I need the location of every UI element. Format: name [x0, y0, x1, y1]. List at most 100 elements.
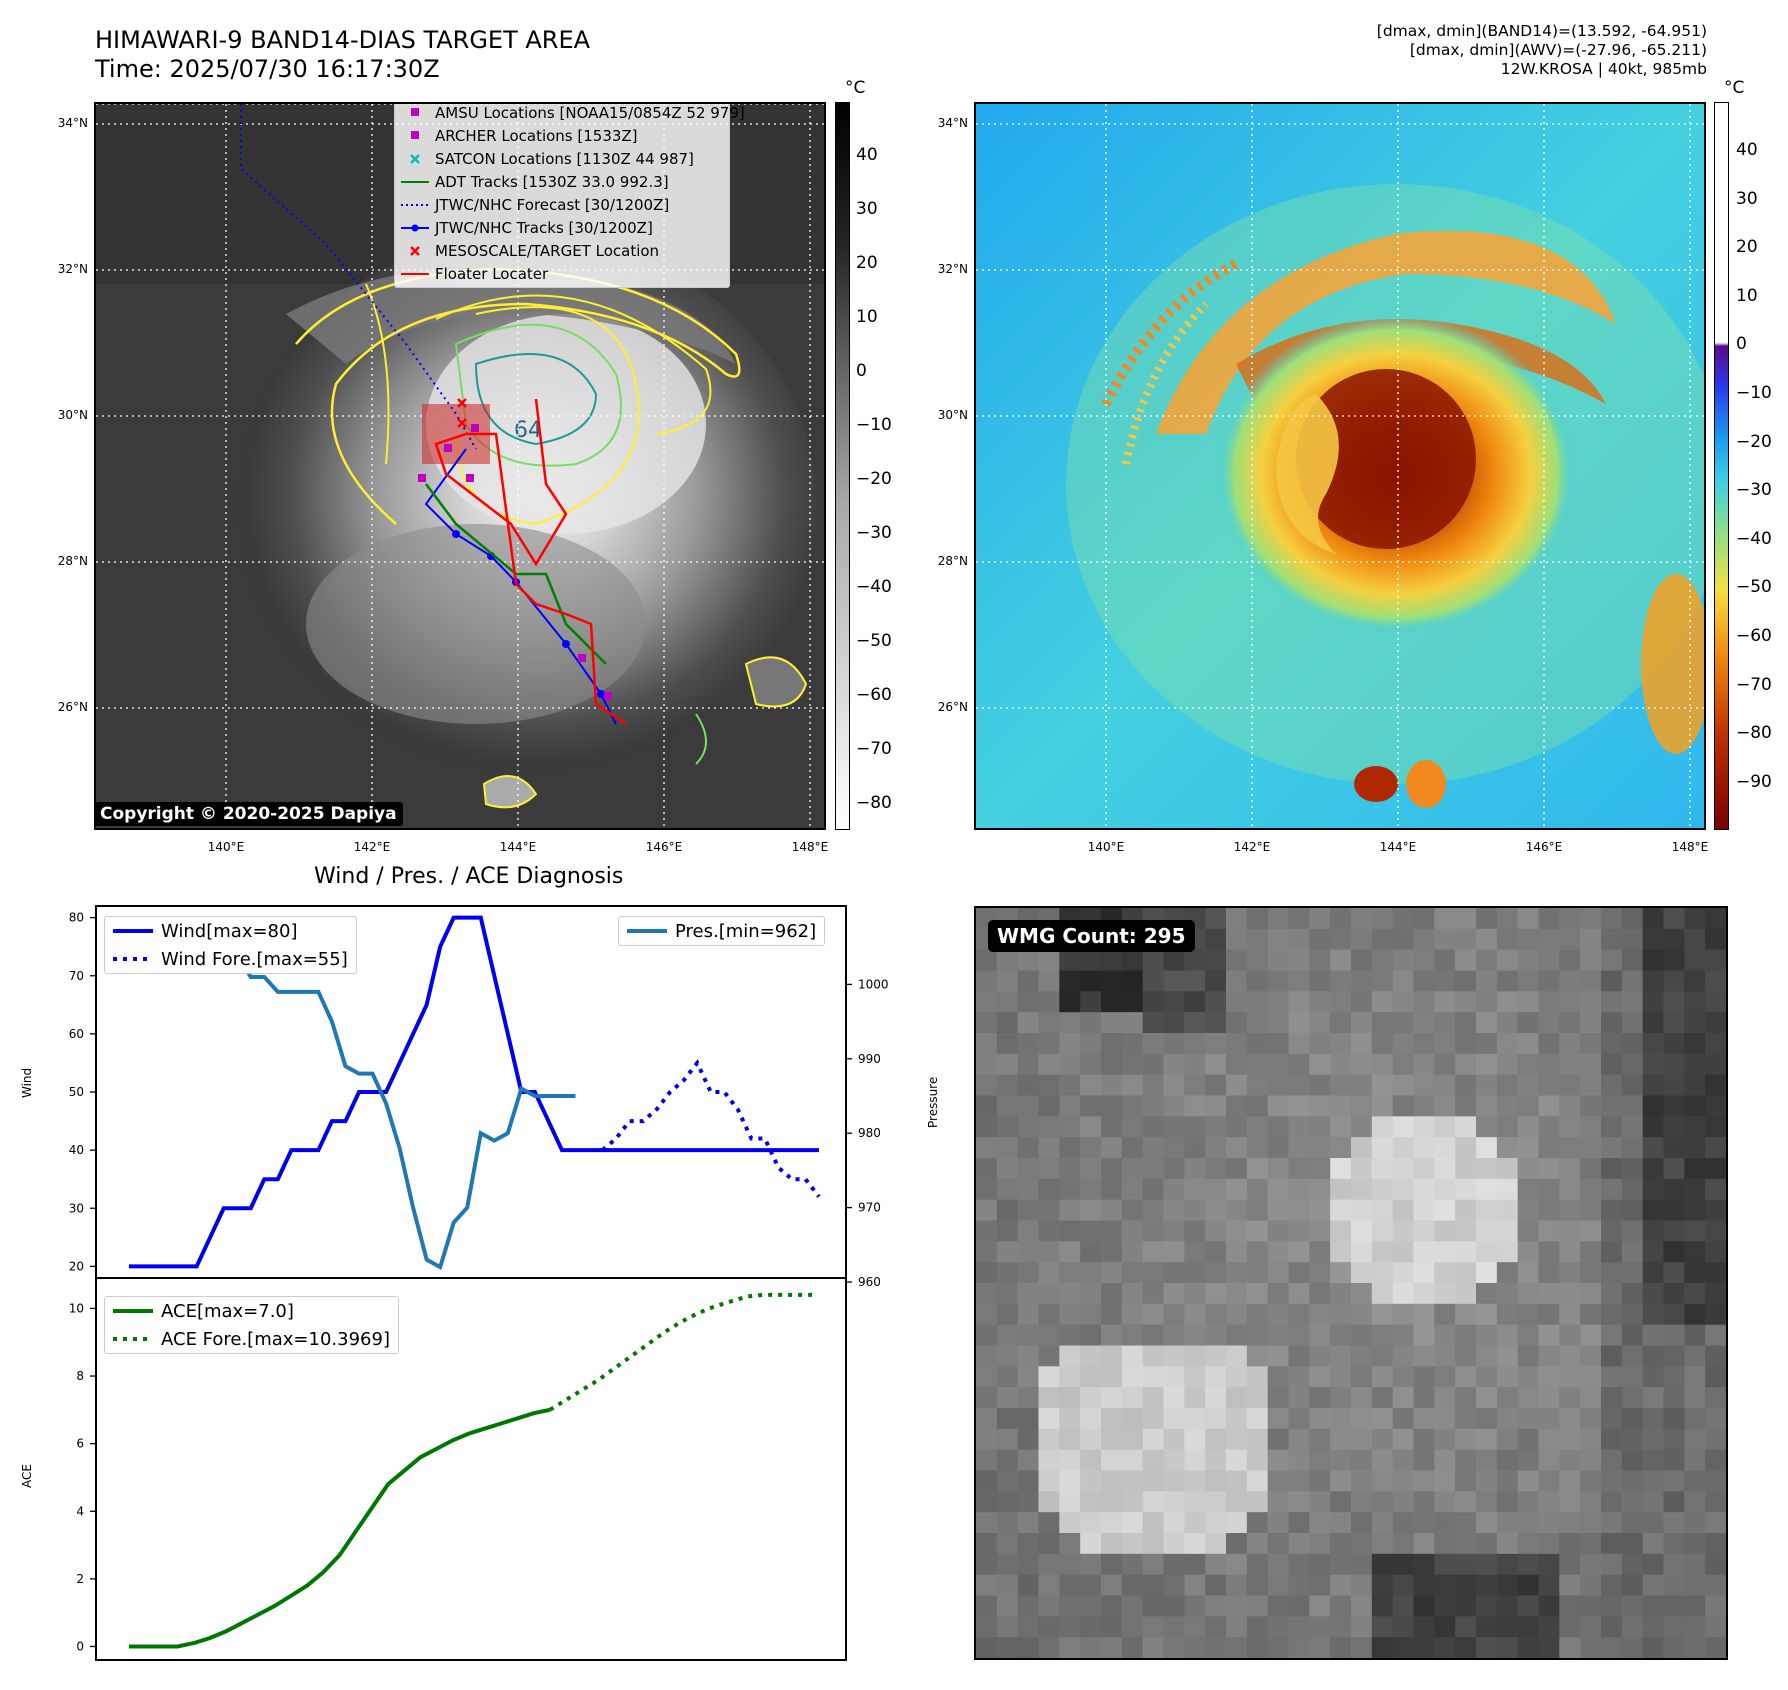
colorbar-tick: 10	[1736, 285, 1758, 306]
colorbar-tick: 40	[856, 145, 878, 165]
right-colorbar-unit: °C	[1724, 78, 1745, 98]
wind-ytick: 70	[69, 969, 84, 983]
map-legend-label: ADT Tracks [1530Z 33.0 992.3]	[435, 172, 669, 191]
ace-ytick: 4	[76, 1504, 84, 1518]
lon-label: 142°E	[353, 840, 391, 854]
colorbar-tick: −40	[856, 577, 892, 597]
colorbar-tick: −80	[1736, 723, 1772, 744]
jtwc-forecast-track	[240, 104, 477, 450]
colorbar-tick: −10	[856, 415, 892, 435]
lon-label: 140°E	[1087, 840, 1125, 854]
wind-line	[129, 915, 819, 1269]
colorbar-tick: 30	[856, 199, 878, 219]
info-line-3: 12W.KROSA | 40kt, 985mb	[1500, 60, 1707, 78]
colorbar-tick: 20	[1736, 237, 1758, 258]
lat-label: 32°N	[57, 262, 88, 276]
left-colorbar-unit: °C	[845, 78, 866, 98]
colorbar-tick: −20	[856, 469, 892, 489]
colorbar-tick: −70	[856, 739, 892, 759]
lon-label: 146°E	[645, 840, 683, 854]
ace-ytick: 10	[69, 1301, 84, 1315]
pressure-legend: Pres.[min=962]	[618, 916, 826, 946]
map-legend-item: AMSU Locations [NOAA15/0854Z 52 979]	[395, 104, 745, 124]
wind-forecast-line	[601, 1059, 821, 1198]
colorbar-tick: −10	[1736, 383, 1772, 403]
map-legend-label: AMSU Locations [NOAA15/0854Z 52 979]	[435, 103, 745, 122]
lon-label: 148°E	[791, 840, 829, 854]
colorbar-tick: 0	[1736, 334, 1747, 355]
map-legend: AMSU Locations [NOAA15/0854Z 52 979] ARCH…	[394, 104, 745, 288]
floater-track	[434, 398, 627, 726]
lat-label: 26°N	[937, 700, 968, 714]
colorbar-tick: −30	[856, 523, 892, 543]
colorbar-tick: 20	[856, 253, 878, 273]
wmg-grid	[976, 908, 1726, 1658]
enhanced-imagery	[976, 104, 1704, 828]
ace-ytick: 6	[76, 1437, 84, 1451]
ace-ytick: 0	[76, 1639, 84, 1653]
contour-label: 64	[514, 418, 542, 443]
wind-legend-obs: Wind[max=80]	[161, 920, 298, 942]
storm-info: [dmax, dmin](BAND14)=(13.592, -64.951) […	[1377, 22, 1707, 79]
lat-label: 26°N	[57, 700, 88, 714]
adt-track	[425, 483, 607, 665]
left-colorbar	[835, 102, 850, 830]
wind-ytick: 30	[69, 1201, 84, 1215]
colorbar-tick: −50	[1736, 577, 1772, 598]
ace-legend-fore: ACE Fore.[max=10.3969]	[161, 1328, 390, 1350]
jtwc-track-points	[452, 530, 605, 698]
map-legend-label: ARCHER Locations [1533Z]	[435, 126, 638, 145]
ace-ytick: 8	[76, 1369, 84, 1383]
ace-forecast-line	[548, 1292, 812, 1412]
colorbar-tick: 40	[1736, 140, 1758, 160]
wind-ytick: 50	[69, 1085, 84, 1099]
wind-ytick: 60	[69, 1027, 84, 1041]
info-line-2: [dmax, dmin](AWV)=(-27.96, -65.211)	[1409, 41, 1707, 59]
map-legend-item: Floater Locater	[395, 262, 729, 285]
ace-legend-obs: ACE[max=7.0]	[161, 1300, 294, 1322]
colorbar-tick: −30	[1736, 480, 1772, 501]
colorbar-tick: 30	[1736, 188, 1758, 209]
wind-ytick: 80	[69, 911, 84, 925]
pressure-ytick: 980	[858, 1126, 881, 1140]
map-legend-label: Floater Locater	[435, 264, 549, 283]
map-legend-item: ADT Tracks [1530Z 33.0 992.3]	[395, 170, 729, 193]
target-markers	[457, 398, 467, 428]
map-legend-item: ARCHER Locations [1533Z]	[395, 124, 729, 147]
copyright-badge: Copyright © 2020-2025 Dapiya	[96, 802, 403, 826]
map-legend-item: SATCON Locations [1130Z 44 987]	[395, 147, 729, 170]
title-line-1: HIMAWARI-9 BAND14-DIAS TARGET AREA	[95, 26, 591, 54]
wmg-panel: WMG Count: 295	[974, 906, 1728, 1660]
map-legend-label: MESOSCALE/TARGET Location	[435, 241, 660, 260]
info-line-1: [dmax, dmin](BAND14)=(13.592, -64.951)	[1376, 22, 1707, 40]
colorbar-tick: −90	[1736, 771, 1772, 792]
map-legend-label: JTWC/NHC Tracks [30/1200Z]	[435, 218, 653, 237]
amsu-markers	[418, 424, 612, 700]
colorbar-tick: −60	[1736, 626, 1772, 646]
right-colorbar	[1714, 102, 1729, 830]
lat-label: 30°N	[937, 408, 968, 422]
map-legend-item: MESOSCALE/TARGET Location	[395, 239, 729, 262]
diagnosis-title: Wind / Pres. / ACE Diagnosis	[314, 864, 624, 889]
colorbar-tick: −80	[856, 793, 892, 813]
pressure-line	[129, 922, 576, 1271]
colorbar-tick: −60	[856, 685, 892, 705]
wmg-count-badge: WMG Count: 295	[988, 920, 1195, 952]
lat-label: 28°N	[937, 554, 968, 568]
wind-legend: Wind[max=80] Wind Fore.[max=55]	[104, 916, 357, 974]
colorbar-tick: 10	[856, 307, 878, 327]
pressure-legend-label: Pres.[min=962]	[675, 920, 817, 942]
lat-label: 28°N	[57, 554, 88, 568]
ace-legend: ACE[max=7.0] ACE Fore.[max=10.3969]	[104, 1296, 399, 1354]
ir-satellite-map: 64 AMSU Locations [NOAA15/0854Z 52 979] A…	[94, 102, 826, 830]
wind-legend-fore: Wind Fore.[max=55]	[161, 948, 348, 970]
map-legend-label: JTWC/NHC Forecast [30/1200Z]	[435, 195, 670, 214]
lon-label: 140°E	[207, 840, 245, 854]
lon-label: 148°E	[1671, 840, 1709, 854]
enhanced-ir-map	[974, 102, 1706, 830]
pressure-ytick: 990	[858, 1052, 881, 1066]
title-line-2: Time: 2025/07/30 16:17:30Z	[95, 55, 440, 83]
pressure-ytick: 960	[858, 1275, 881, 1289]
pressure-ytick: 970	[858, 1201, 881, 1215]
ace-line	[129, 1407, 551, 1649]
